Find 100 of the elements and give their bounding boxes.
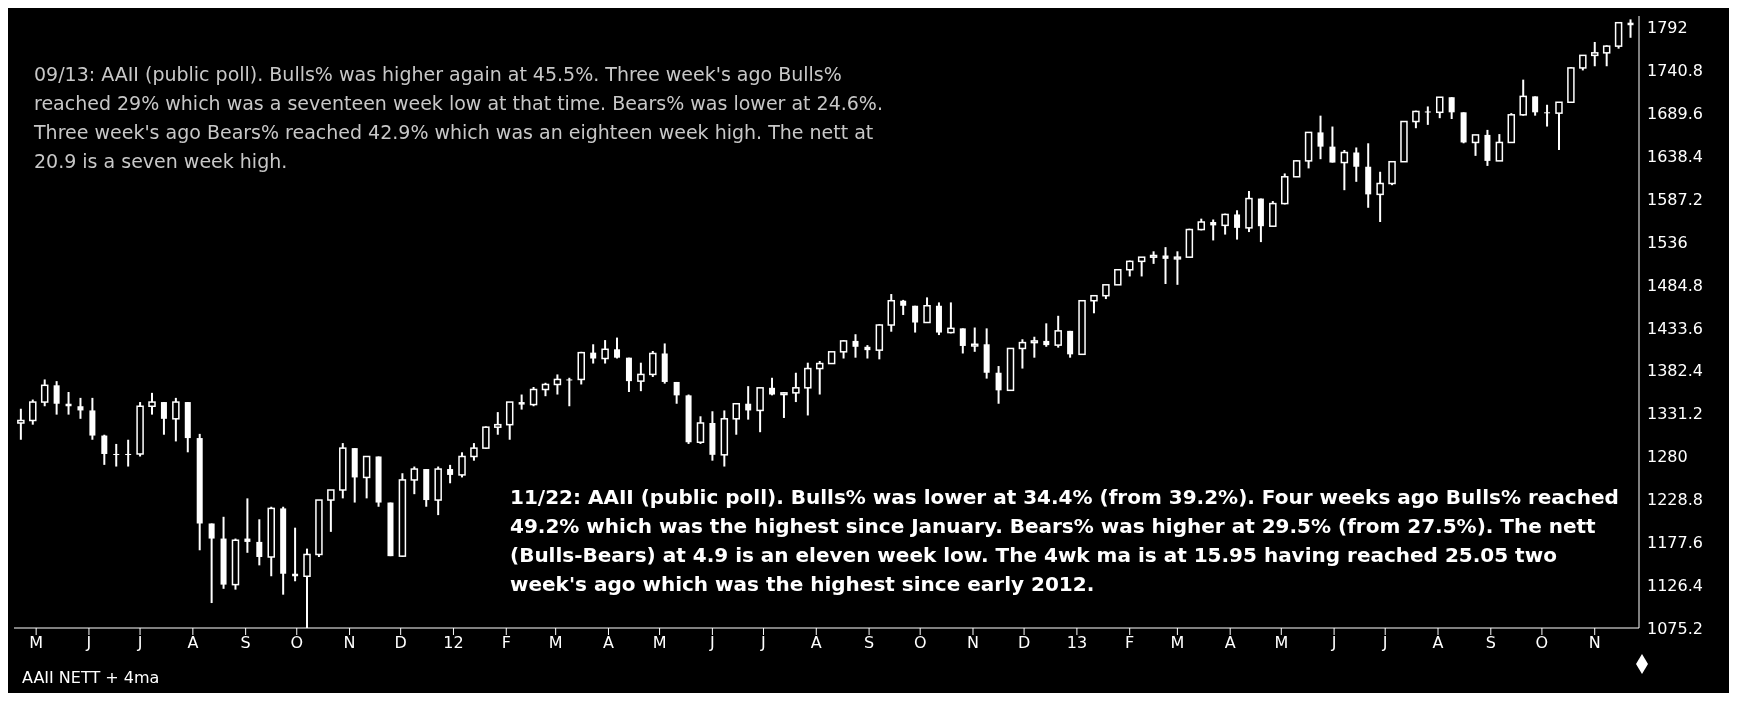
candlestick xyxy=(327,488,335,533)
x-tick-label: A xyxy=(602,633,614,653)
candlestick xyxy=(40,378,49,408)
candlestick xyxy=(1602,44,1611,68)
y-tick-label: 1792 xyxy=(1647,18,1688,38)
x-tick-label: M xyxy=(548,633,563,653)
candlestick xyxy=(839,339,848,360)
x-tick-label: J xyxy=(85,633,92,653)
candlestick xyxy=(1329,125,1336,164)
candlestick xyxy=(1234,209,1241,241)
x-tick-label: D xyxy=(394,633,407,653)
candlestick xyxy=(172,396,180,443)
x-tick-label: J xyxy=(1381,633,1388,653)
x-tick-label: M xyxy=(1274,633,1289,653)
candlestick xyxy=(494,411,502,436)
y-tick-label: 1331.2 xyxy=(1647,404,1703,424)
candlestick xyxy=(1376,170,1384,224)
candlestick xyxy=(1317,114,1324,161)
candlestick xyxy=(148,391,156,416)
x-tick-label: A xyxy=(187,633,199,653)
candlestick xyxy=(1137,256,1146,278)
x-tick-label: J xyxy=(709,633,715,653)
candlestick xyxy=(1591,40,1599,68)
x-tick-label: A xyxy=(1432,633,1444,653)
text: AAII NETT + 4ma xyxy=(22,668,161,688)
x-tick-label: J xyxy=(136,633,143,653)
candlestick xyxy=(1162,246,1169,285)
annotation: 09/13: AAII (public poll). Bulls% was higher again at 45.5%. Three week's ago Bulls% reached 29% which was a seventeen week low at that time. Bears% was lower at 24.6%. Three week's ago Bears% reached 42.9% which was an eighteen week high. The nett at 20.9 is a seven week high. xyxy=(34,62,884,174)
x-tick-label: A xyxy=(810,633,822,653)
candlestick xyxy=(1054,314,1062,349)
candlestick xyxy=(625,356,632,394)
candlestick xyxy=(244,497,251,554)
candlestick xyxy=(362,455,371,500)
candlestick xyxy=(590,343,597,365)
y-tick-label: 1536 xyxy=(1647,232,1688,252)
candlestick xyxy=(482,425,490,450)
y-tick-label: 1484.8 xyxy=(1647,275,1703,295)
y-tick-label: 1126.4 xyxy=(1647,575,1703,595)
candlestick xyxy=(756,386,764,434)
candlestick xyxy=(1173,250,1182,286)
candlestick xyxy=(1436,96,1444,120)
x-tick-label: M xyxy=(1170,633,1185,653)
candlestick xyxy=(696,415,705,445)
candlestick xyxy=(1388,160,1396,187)
candlestick xyxy=(208,522,215,605)
x-tick-label: S xyxy=(864,633,875,653)
candlestick xyxy=(923,296,931,324)
y-tick-label: 1228.8 xyxy=(1647,490,1703,510)
y-tick-label: 1689.6 xyxy=(1647,104,1703,124)
y-tick-label: 1740.8 xyxy=(1647,61,1703,81)
candlestick xyxy=(53,380,60,416)
x-tick-label: M xyxy=(652,633,667,653)
x-tick-label: 13 xyxy=(1066,633,1088,653)
y-tick-label: 1280 xyxy=(1647,447,1688,467)
candlestick xyxy=(17,407,25,441)
candlestick xyxy=(1555,101,1563,151)
candlestick xyxy=(1018,338,1027,370)
candlestick xyxy=(160,401,167,436)
candlestick xyxy=(1544,103,1551,128)
x-tick-label: J xyxy=(1330,633,1337,653)
x-tick-label: O xyxy=(1535,633,1549,653)
candlestick xyxy=(29,398,37,426)
x-tick-label: 12 xyxy=(443,633,464,653)
candlestick xyxy=(101,433,108,466)
candlestick xyxy=(1424,105,1431,126)
candlestick xyxy=(1532,95,1539,117)
x-tick-label: F xyxy=(501,633,511,653)
x-tick-label: D xyxy=(1017,633,1031,653)
candlestick xyxy=(959,327,966,355)
x-tick-label: O xyxy=(290,633,304,653)
candlestick xyxy=(1043,322,1050,348)
x-tick-label: J xyxy=(760,633,766,653)
x-tick-label: S xyxy=(240,633,251,653)
y-tick-label: 1587.2 xyxy=(1647,189,1703,209)
candlestick xyxy=(77,396,84,420)
candlestick xyxy=(1030,335,1039,359)
candlestick xyxy=(804,361,812,417)
candlestick xyxy=(1340,148,1349,192)
candlestick xyxy=(505,401,514,441)
x-tick-label: N xyxy=(967,633,979,653)
candlestick xyxy=(125,438,132,468)
annotation: 11/22: AAII (public poll). Bulls% was lower at 34.4% (from 39.2%). Four weeks ago Bulls% reached 49.2% which was the highest since January. Bears% was higher at 29.5% (from 27.5%). The nett (Bulls-Bears) at 4.9 is an eleven week low. The 4wk ma is at 15.95 having reached 25.05 two week's ago which was the highest since early 2012. xyxy=(510,484,1620,598)
candlestick xyxy=(792,371,800,404)
candlestick xyxy=(1067,329,1074,359)
candlestick xyxy=(970,326,979,353)
y-tick-label: 1075.2 xyxy=(1647,618,1703,638)
x-tick-label: O xyxy=(913,633,927,653)
candlestick xyxy=(113,442,120,468)
candlestick xyxy=(912,304,919,334)
candlestick xyxy=(458,451,466,479)
x-tick-label: F xyxy=(1125,633,1135,653)
candlestick xyxy=(649,349,657,378)
candlestick xyxy=(1519,78,1527,117)
x-tick-label: M xyxy=(29,633,44,653)
y-tick-label: 1433.6 xyxy=(1647,318,1703,338)
candlestick xyxy=(256,518,263,567)
candlestick xyxy=(745,385,752,421)
candlestick xyxy=(1269,200,1277,228)
candlestick xyxy=(566,376,573,408)
y-tick-label: 1382.4 xyxy=(1647,361,1703,381)
